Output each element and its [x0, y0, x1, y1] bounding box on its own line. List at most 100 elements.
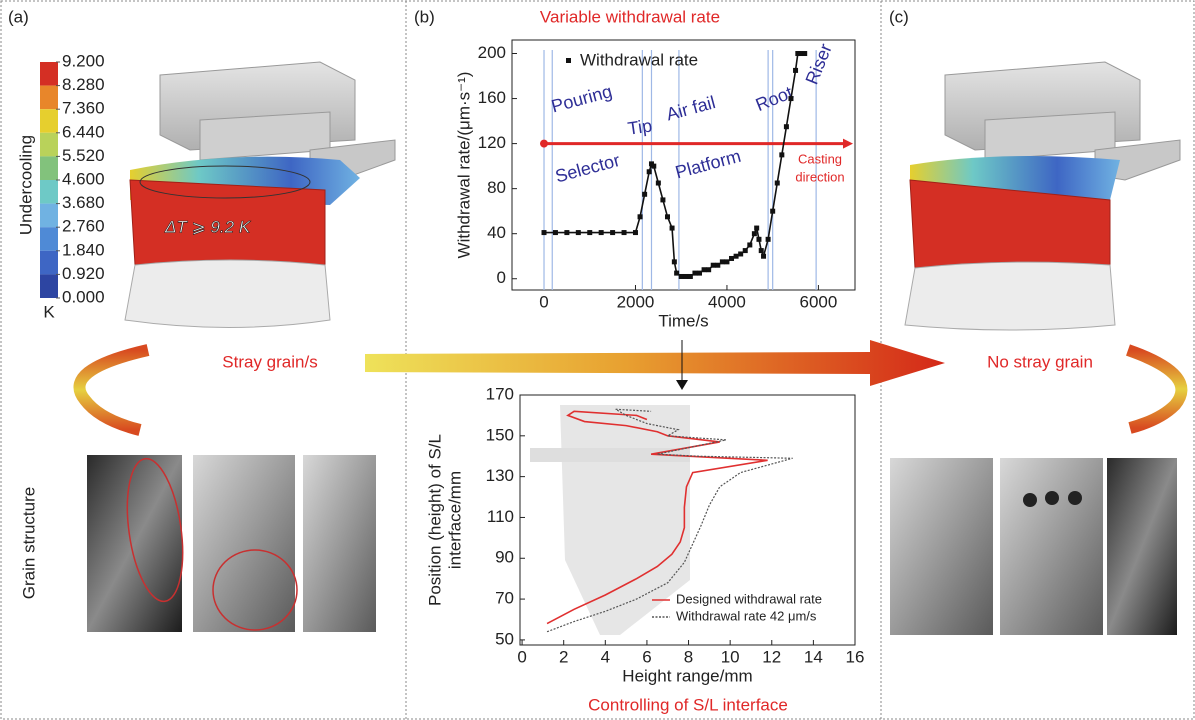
y-axis-label: interface/mm	[445, 471, 464, 569]
arrow-tail	[540, 140, 548, 148]
curved-arrow	[1128, 350, 1181, 428]
colorbar-tick-label: 8.280	[62, 75, 105, 94]
point	[647, 169, 652, 174]
side-label: Grain structure	[19, 487, 38, 599]
point	[674, 271, 679, 276]
colorbar-tick-label: 0.920	[62, 264, 105, 283]
point	[759, 248, 764, 253]
point	[688, 274, 693, 279]
stage-label: Platform	[673, 146, 743, 183]
caption: No stray grain	[987, 352, 1093, 371]
x-tick-label: 10	[721, 647, 740, 666]
y-tick-label: 90	[495, 548, 514, 567]
x-axis-label: Height range/mm	[622, 666, 752, 685]
colorbar-unit: K	[43, 302, 55, 321]
point	[665, 214, 670, 219]
point	[692, 271, 697, 276]
render-c	[905, 62, 1180, 330]
stage-label: Pouring	[549, 81, 614, 116]
panel-label: (c)	[889, 7, 909, 26]
stage-label: Selector	[553, 150, 622, 186]
colorbar-band	[40, 204, 58, 228]
point	[788, 96, 793, 101]
point	[734, 254, 739, 259]
point	[775, 181, 780, 186]
point	[656, 181, 661, 186]
x-tick-label: 0	[539, 292, 548, 311]
x-axis-label: Time/s	[658, 311, 708, 330]
legend-label: Designed withdrawal rate	[676, 591, 822, 606]
point	[798, 51, 803, 56]
x-tick-label: 4	[601, 647, 610, 666]
point	[660, 197, 665, 202]
colorbar-tick-label: 3.680	[62, 193, 105, 212]
chart-title: Controlling of S/L interface	[588, 695, 788, 714]
point	[754, 226, 759, 231]
y-tick-label: 150	[486, 425, 514, 444]
x-tick-label: 4000	[708, 292, 746, 311]
colorbar-band	[40, 274, 58, 298]
y-tick-label: 130	[486, 466, 514, 485]
y-tick-label: 170	[486, 384, 514, 403]
figure: (a) (b) (c) Stray grain/s No stra	[0, 0, 1195, 720]
curved-arrow	[79, 350, 148, 430]
legend-marker	[566, 58, 571, 63]
colorbar-tick-label: 5.520	[62, 146, 105, 165]
point	[756, 237, 761, 242]
colorbar-tick-label: 9.200	[62, 51, 105, 70]
point	[743, 248, 748, 253]
point	[542, 230, 547, 235]
x-tick-label: 12	[762, 647, 781, 666]
x-tick-label: 2	[559, 647, 568, 666]
point	[610, 230, 615, 235]
point	[651, 164, 656, 169]
point	[670, 226, 675, 231]
x-tick-label: 0	[517, 647, 526, 666]
colorbar-band	[40, 180, 58, 204]
point	[697, 271, 702, 276]
annotation: Casting	[798, 151, 842, 166]
stage-label: Air fail	[664, 92, 717, 124]
point	[587, 230, 592, 235]
point	[752, 231, 757, 236]
point	[729, 256, 734, 261]
colorbar-band	[40, 62, 58, 86]
x-tick-label: 2000	[617, 292, 655, 311]
annotation: ΔT ⩾ 9.2 K	[164, 217, 251, 236]
point	[720, 259, 725, 264]
colorbar-band	[40, 109, 58, 133]
y-tick-label: 40	[487, 223, 506, 242]
point	[599, 230, 604, 235]
photos-c	[890, 458, 1177, 635]
point	[738, 251, 743, 256]
render-a	[125, 62, 395, 328]
y-axis-label: Position (height) of S/L	[425, 434, 444, 606]
colorbar-tick-label: 0.000	[62, 287, 105, 306]
legend-label: Withdrawal rate 42 μm/s	[676, 608, 817, 623]
colorbar-band	[40, 86, 58, 110]
point	[711, 263, 716, 268]
y-tick-label: 160	[478, 88, 506, 107]
x-tick-label: 16	[846, 647, 865, 666]
point	[770, 209, 775, 214]
colorbar-band	[40, 133, 58, 157]
point	[642, 192, 647, 197]
y-axis-label: Withdrawal rate/(μm·s⁻¹)	[454, 72, 473, 259]
colorbar-tick-label: 6.440	[62, 122, 105, 141]
colorbar-band	[40, 156, 58, 180]
chart-title: Variable withdrawal rate	[540, 7, 720, 26]
x-tick-label: 6000	[799, 292, 837, 311]
y-tick-label: 200	[478, 43, 506, 62]
photos-a	[87, 455, 376, 632]
point	[679, 274, 684, 279]
stage-label: Tip	[626, 115, 653, 138]
panel-label: (b)	[414, 7, 435, 26]
x-tick-label: 6	[642, 647, 651, 666]
y-tick-label: 50	[495, 629, 514, 648]
point	[622, 230, 627, 235]
point	[576, 230, 581, 235]
flow-arrow	[365, 340, 945, 386]
y-tick-label: 120	[478, 133, 506, 152]
point	[715, 263, 720, 268]
stage-label: Riser	[802, 41, 836, 87]
